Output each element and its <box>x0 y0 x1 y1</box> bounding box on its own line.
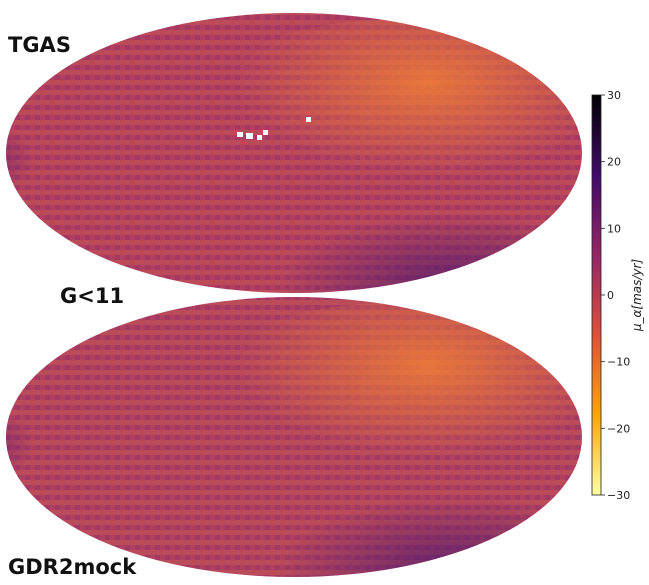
dark-left-gdr2mock <box>6 374 140 514</box>
colorbar-tick-label: −10 <box>607 356 630 369</box>
colorbar-bar <box>591 94 602 496</box>
colorbar-tick-label: −20 <box>607 422 630 435</box>
colorbar-tick-label: −30 <box>607 489 630 502</box>
dark-left-tgas <box>6 90 140 230</box>
colorbar-label: μ_α[mas/yr] <box>630 259 644 333</box>
magnitude-cut-label: G<11 <box>60 284 124 308</box>
bright-region-tgas <box>200 20 580 200</box>
missing-pixel <box>246 133 253 139</box>
panel-label-tgas: TGAS <box>8 33 71 57</box>
colorbar-tick-label: 0 <box>607 289 614 302</box>
missing-pixel <box>263 130 268 135</box>
missing-pixel <box>306 117 311 122</box>
panel-label-gdr2mock: GDR2mock <box>8 555 137 579</box>
colorbar-tick-label: 10 <box>607 222 621 235</box>
colorbar-tick-label: 30 <box>607 89 621 102</box>
colorbar-ticks: 30 20 10 0 −10 −20 −30 <box>601 89 630 502</box>
colorbar: 30 20 10 0 −10 −20 −30 μ_α[mas/yr] <box>591 89 644 502</box>
missing-pixel <box>257 135 262 140</box>
panel-tgas: TGAS <box>6 13 582 293</box>
missing-pixel <box>237 132 243 137</box>
bright-region-gdr2mock <box>200 303 580 483</box>
panel-gdr2mock: GDR2mock <box>6 297 582 579</box>
dark-region-tgas <box>200 160 582 293</box>
colorbar-tick-label: 20 <box>607 156 621 169</box>
